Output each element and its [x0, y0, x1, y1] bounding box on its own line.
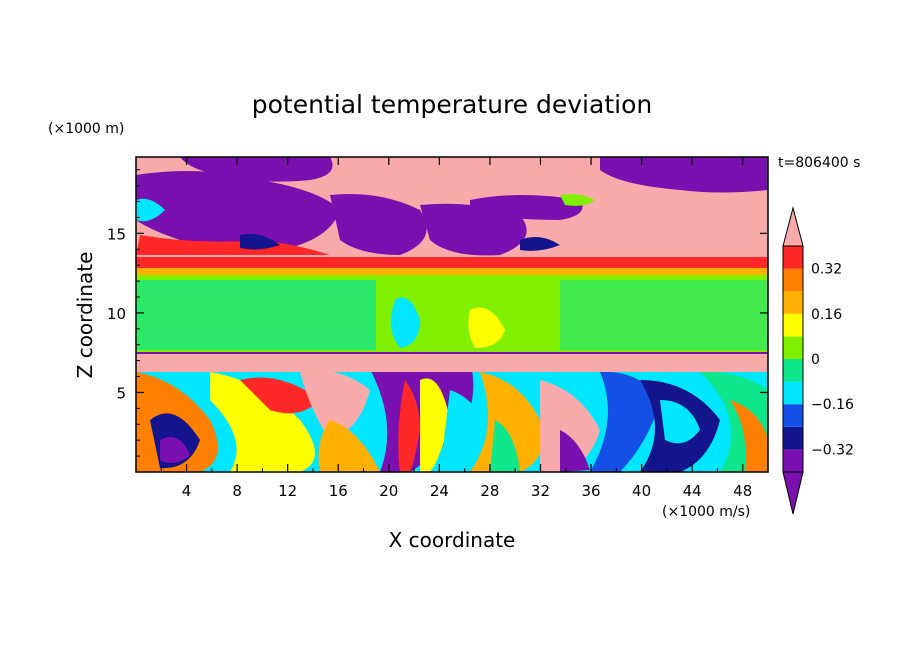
- eddy-14: [540, 380, 600, 472]
- colorbar-segment: [783, 313, 803, 337]
- region-middle-cold-patch: [391, 297, 420, 348]
- colorbar-segment: [783, 336, 803, 359]
- colorbar-tick-label: 0: [811, 352, 820, 368]
- upper-purple-2: [330, 194, 427, 255]
- colorbar-extend-top: [782, 206, 804, 247]
- eddy-4: [210, 372, 315, 472]
- eddy-5: [240, 377, 320, 414]
- eddy-16: [590, 371, 660, 472]
- upper-cyan-1: [136, 198, 165, 222]
- upper-purple-6: [470, 195, 583, 220]
- upper-red-1: [136, 235, 330, 255]
- chart-title: potential temperature deviation: [252, 90, 652, 119]
- x-unit-label: (×1000 m/s): [662, 504, 750, 520]
- colorbar: −0.32 −0.16 0 0.16 0.32: [782, 206, 854, 515]
- x-tick-label: 8: [232, 482, 242, 500]
- x-tick-label: 4: [182, 482, 192, 500]
- eddy-10: [420, 378, 450, 472]
- plot-frame: [135, 156, 769, 473]
- region-middle-warm-patch: [468, 307, 505, 348]
- colorbar-tick-label: 0.16: [811, 307, 842, 323]
- colorbar-tick-label: −0.16: [811, 397, 854, 413]
- colorbar-tick-label: −0.32: [811, 442, 854, 458]
- x-tick-label: 48: [733, 482, 752, 500]
- x-tick-label: 40: [632, 482, 651, 500]
- upper-purple-1: [136, 171, 340, 252]
- y-tick-label: 15: [107, 225, 126, 243]
- region-middle-right: [560, 280, 768, 350]
- eddy-11: [440, 390, 490, 472]
- x-tick-label: 24: [430, 482, 449, 500]
- eddy-18: [660, 400, 700, 444]
- colorbar-frame: [782, 245, 804, 473]
- colorbar-segment: [783, 268, 803, 292]
- region-middle-left: [136, 280, 376, 350]
- upper-purple-4: [180, 157, 333, 182]
- lower-eddies: [136, 355, 768, 472]
- x-tick-label: 16: [329, 482, 348, 500]
- colorbar-extend-bottom: [782, 471, 804, 515]
- eddy-13: [490, 420, 520, 472]
- x-axis: 4 8 12 16 20 24 28 32 36 40 44 48: [160, 157, 752, 500]
- colorbar-segment: [783, 449, 803, 472]
- y-axis: 5 10 15: [107, 169, 768, 457]
- x-tick-label: 12: [278, 482, 297, 500]
- region-orange-strip-13km: [136, 268, 768, 275]
- upper-purple-5: [600, 157, 768, 193]
- colorbar-segment: [783, 291, 803, 314]
- x-tick-label: 44: [683, 482, 702, 500]
- eddy-15: [560, 430, 590, 472]
- y-tick-label: 10: [107, 305, 126, 323]
- x-tick-label: 36: [581, 482, 600, 500]
- upper-navy-2: [520, 236, 560, 251]
- upper-green-1: [560, 194, 595, 206]
- upper-navy-1: [240, 233, 280, 250]
- y-unit-label: (×1000 m): [48, 121, 124, 137]
- x-tick-label: 32: [531, 482, 550, 500]
- x-tick-label: 28: [480, 482, 499, 500]
- eddy-3: [160, 437, 190, 464]
- eddy-6: [300, 370, 370, 440]
- eddy-7: [318, 420, 380, 472]
- region-pink-layer-7km: [136, 352, 768, 372]
- eddy-12: [470, 372, 543, 472]
- colorbar-tick-label: 0.32: [811, 262, 842, 278]
- eddy-20: [730, 400, 768, 472]
- colorbar-segment: [783, 404, 803, 427]
- colorbar-segment: [783, 359, 803, 382]
- heatmap-field: [136, 157, 768, 472]
- x-axis-label: X coordinate: [389, 528, 516, 552]
- eddy-9: [398, 380, 420, 472]
- colorbar-segment: [783, 426, 803, 450]
- y-tick-label: 5: [116, 384, 126, 402]
- x-tick-label: 20: [379, 482, 398, 500]
- time-label: t=806400 s: [778, 155, 860, 171]
- y-axis-label: Z coordinate: [73, 252, 97, 379]
- colorbar-segment: [783, 381, 803, 405]
- upper-purple-3: [420, 203, 527, 256]
- colorbar-segment: [783, 246, 803, 269]
